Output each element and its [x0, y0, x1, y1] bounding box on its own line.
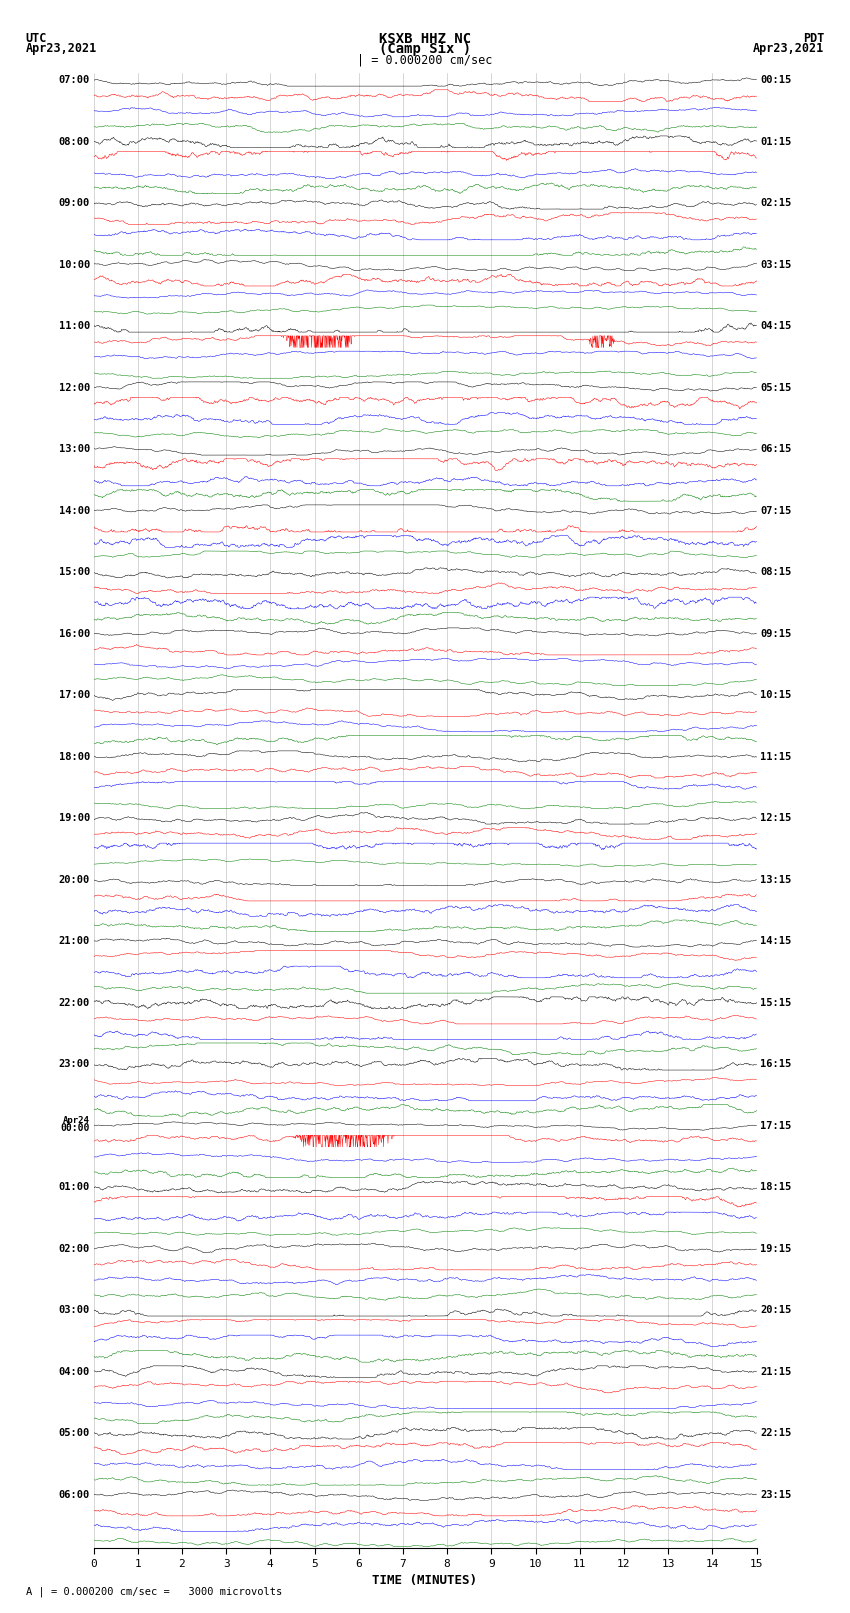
Text: 00:15: 00:15 [760, 76, 791, 85]
Text: 00:00: 00:00 [60, 1123, 90, 1132]
Text: 17:15: 17:15 [760, 1121, 791, 1131]
Text: 19:00: 19:00 [59, 813, 90, 823]
Text: 22:00: 22:00 [59, 998, 90, 1008]
Text: 05:00: 05:00 [59, 1428, 90, 1439]
Text: 22:15: 22:15 [760, 1428, 791, 1439]
Text: 18:00: 18:00 [59, 752, 90, 761]
Text: 12:15: 12:15 [760, 813, 791, 823]
Text: KSXB HHZ NC: KSXB HHZ NC [379, 32, 471, 47]
Text: 23:00: 23:00 [59, 1060, 90, 1069]
Text: 07:00: 07:00 [59, 76, 90, 85]
Text: | = 0.000200 cm/sec: | = 0.000200 cm/sec [357, 53, 493, 66]
Text: 13:15: 13:15 [760, 874, 791, 884]
Text: 03:00: 03:00 [59, 1305, 90, 1315]
Text: 21:00: 21:00 [59, 936, 90, 947]
Text: A | = 0.000200 cm/sec =   3000 microvolts: A | = 0.000200 cm/sec = 3000 microvolts [26, 1586, 281, 1597]
Text: 14:00: 14:00 [59, 506, 90, 516]
Text: 15:15: 15:15 [760, 998, 791, 1008]
Text: 10:15: 10:15 [760, 690, 791, 700]
Text: 12:00: 12:00 [59, 382, 90, 392]
Text: 01:15: 01:15 [760, 137, 791, 147]
Text: Apr23,2021: Apr23,2021 [753, 42, 824, 55]
Text: 02:15: 02:15 [760, 198, 791, 208]
Text: Apr24: Apr24 [63, 1116, 90, 1124]
Text: 09:15: 09:15 [760, 629, 791, 639]
Text: 21:15: 21:15 [760, 1366, 791, 1376]
Text: 23:15: 23:15 [760, 1490, 791, 1500]
Text: 13:00: 13:00 [59, 444, 90, 455]
Text: 06:00: 06:00 [59, 1490, 90, 1500]
Text: 17:00: 17:00 [59, 690, 90, 700]
Text: 14:15: 14:15 [760, 936, 791, 947]
Text: 02:00: 02:00 [59, 1244, 90, 1253]
Text: 18:15: 18:15 [760, 1182, 791, 1192]
Text: 05:15: 05:15 [760, 382, 791, 392]
Text: PDT: PDT [803, 32, 824, 45]
Text: 11:15: 11:15 [760, 752, 791, 761]
Text: 16:00: 16:00 [59, 629, 90, 639]
Text: 15:00: 15:00 [59, 568, 90, 577]
Text: 09:00: 09:00 [59, 198, 90, 208]
Text: 08:15: 08:15 [760, 568, 791, 577]
Text: Apr23,2021: Apr23,2021 [26, 42, 97, 55]
Text: 19:15: 19:15 [760, 1244, 791, 1253]
Text: (Camp Six ): (Camp Six ) [379, 42, 471, 56]
Text: 08:00: 08:00 [59, 137, 90, 147]
Text: 20:00: 20:00 [59, 874, 90, 884]
X-axis label: TIME (MINUTES): TIME (MINUTES) [372, 1574, 478, 1587]
Text: 16:15: 16:15 [760, 1060, 791, 1069]
Text: 11:00: 11:00 [59, 321, 90, 331]
Text: 03:15: 03:15 [760, 260, 791, 269]
Text: 01:00: 01:00 [59, 1182, 90, 1192]
Text: 04:15: 04:15 [760, 321, 791, 331]
Text: 10:00: 10:00 [59, 260, 90, 269]
Text: 20:15: 20:15 [760, 1305, 791, 1315]
Text: UTC: UTC [26, 32, 47, 45]
Text: 06:15: 06:15 [760, 444, 791, 455]
Text: 07:15: 07:15 [760, 506, 791, 516]
Text: 04:00: 04:00 [59, 1366, 90, 1376]
